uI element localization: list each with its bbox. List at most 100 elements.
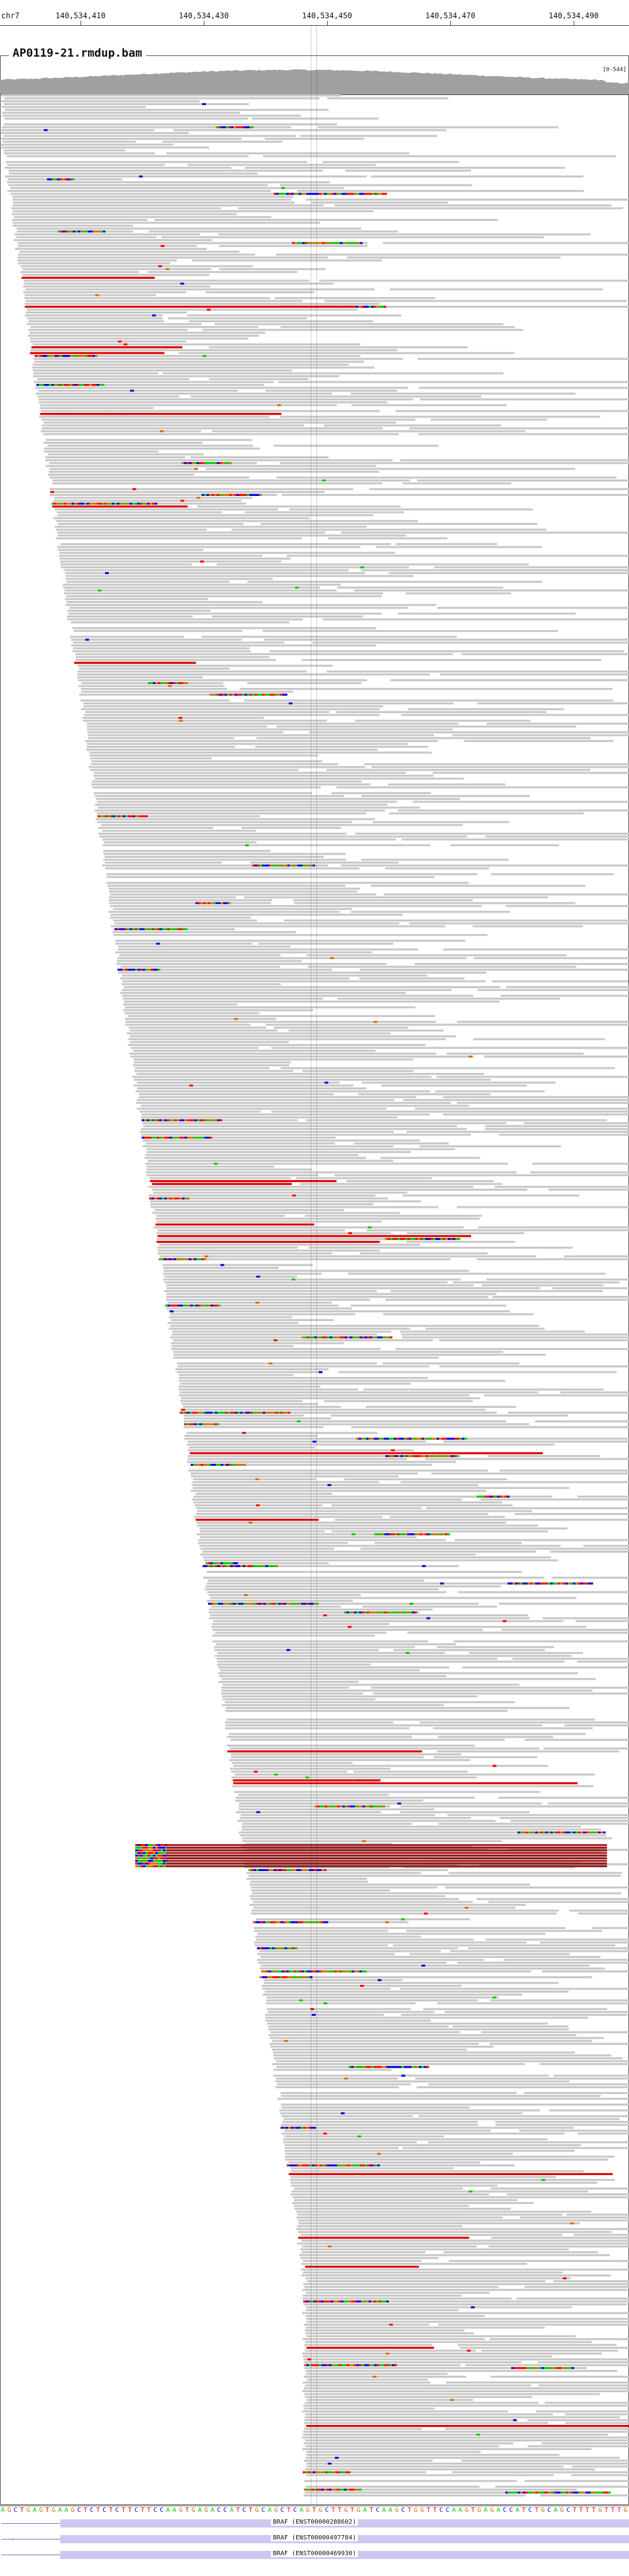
- aligned-read: [150, 1206, 438, 1208]
- mismatch-base: [60, 355, 63, 357]
- mismatch-base: [147, 928, 150, 930]
- mismatch-base: [527, 1582, 530, 1585]
- mismatch-base: [249, 694, 252, 696]
- aligned-read: [35, 386, 408, 389]
- mismatch-base: [82, 355, 86, 357]
- gene-track-469930[interactable]: BRAF (ENST00000469930): [0, 2548, 629, 2561]
- mismatch-base: [364, 2300, 367, 2303]
- aligned-read: [500, 994, 629, 997]
- aligned-read: [268, 2028, 569, 2030]
- mismatch-base: [295, 587, 299, 589]
- aligned-read: [530, 1171, 629, 1174]
- mismatch-base: [430, 1238, 433, 1240]
- aligned-read: [492, 1296, 629, 1298]
- aligned-read: [77, 673, 430, 676]
- mismatch-base: [525, 2491, 528, 2494]
- mismatch-base: [550, 1582, 553, 1585]
- aligned-read: [403, 1195, 580, 1197]
- aligned-read: [436, 1076, 629, 1078]
- aligned-read: [219, 1675, 447, 1677]
- aligned-read: [438, 1823, 629, 1825]
- mismatch-base: [330, 957, 335, 959]
- aligned-read: [180, 1400, 303, 1402]
- aligned-read: [173, 129, 447, 132]
- genomic-ruler[interactable]: chr7 140,534,410 140,534,430 140,534,450…: [0, 0, 629, 26]
- mismatch-base: [459, 1437, 462, 1440]
- mismatch-base: [179, 1412, 182, 1414]
- aligned-read: [192, 259, 382, 262]
- aligned-read: [292, 2196, 629, 2198]
- mismatch-base: [167, 1197, 170, 1200]
- aligned-read: [520, 2216, 629, 2219]
- aligned-read: [365, 1405, 516, 1408]
- mismatch-base: [367, 2164, 370, 2167]
- mismatch-base: [50, 491, 55, 493]
- mismatch-base: [174, 1197, 177, 1200]
- mismatch-base: [231, 1463, 234, 1466]
- mismatch-base: [175, 1304, 178, 1307]
- aligned-read: [508, 1412, 629, 1414]
- mismatch-base: [216, 462, 220, 464]
- mismatch-base: [179, 1137, 182, 1139]
- mismatch-base: [135, 1862, 138, 1865]
- mismatch-base: [177, 1304, 181, 1307]
- mismatch-base: [423, 1912, 428, 1915]
- mismatch-base: [386, 1437, 389, 1440]
- mismatch-base: [406, 1651, 410, 1654]
- aligned-read: [193, 1501, 503, 1504]
- aligned-read: [198, 1539, 447, 1541]
- aligned-read: [281, 2123, 479, 2126]
- aligned-read: [33, 375, 339, 378]
- aligned-read: [495, 2123, 629, 2126]
- aligned-read: [358, 1093, 491, 1096]
- aligned-read: [136, 1099, 394, 1101]
- discordant-read: [233, 1782, 578, 1784]
- mismatch-base: [235, 1562, 238, 1565]
- mismatch-base: [383, 305, 386, 308]
- aligned-read: [118, 971, 486, 974]
- mismatch-base: [184, 1423, 187, 1426]
- aligned-read: [281, 2115, 413, 2117]
- reference-base: T: [350, 2507, 355, 2514]
- mismatch-base: [216, 493, 220, 496]
- mismatch-base: [282, 1412, 286, 1414]
- aligned-read: [303, 1070, 414, 1072]
- mismatch-base: [101, 384, 104, 386]
- aligned-read: [45, 456, 186, 459]
- gene-track-497784[interactable]: ‹ BRAF (ENST00000497784): [0, 2533, 629, 2545]
- aligned-read: [291, 2176, 556, 2178]
- mismatch-base: [252, 1412, 255, 1414]
- mismatch-base: [550, 1831, 553, 1834]
- mismatch-base: [153, 1847, 155, 1849]
- mismatch-base: [202, 103, 206, 105]
- aligned-read: [280, 2092, 517, 2095]
- aligned-read: [359, 1252, 488, 1255]
- aligned-read: [16, 227, 361, 230]
- mismatch-base: [145, 1844, 148, 1847]
- mismatch-base: [61, 502, 64, 505]
- aligned-read: [276, 2060, 629, 2062]
- mismatch-base: [218, 1602, 221, 1605]
- mismatch-base: [384, 2300, 387, 2303]
- mismatch-base: [346, 2300, 349, 2303]
- mismatch-base: [296, 1420, 301, 1422]
- aligned-read: [2, 140, 136, 143]
- mismatch-base: [386, 2300, 389, 2303]
- aligned-read: [173, 1339, 433, 1342]
- aligned-read: [401, 1333, 629, 1336]
- gene-track-288602[interactable]: BRAF (ENST00000288602): [0, 2517, 629, 2529]
- coverage-track[interactable]: [0, 63, 629, 94]
- mismatch-base: [564, 2367, 567, 2370]
- aligned-read: [331, 792, 431, 794]
- bam-track-title[interactable]: AP0119-21.rmdup.bam: [9, 47, 146, 60]
- mismatch-base: [208, 1602, 211, 1605]
- aligned-read: [183, 1405, 341, 1408]
- alignment-reads-track[interactable]: [0, 94, 629, 2505]
- mismatch-base: [381, 1437, 384, 1440]
- aligned-read: [512, 1658, 629, 1660]
- aligned-read: [25, 314, 163, 317]
- aligned-read: [192, 1481, 379, 1483]
- aligned-read: [388, 572, 629, 575]
- aligned-read: [1, 138, 242, 140]
